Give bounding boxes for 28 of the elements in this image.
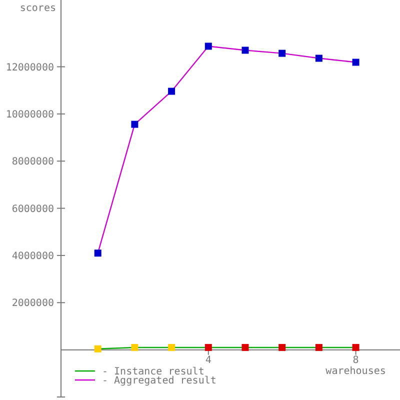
x-tick-label: 4 [205,354,212,366]
legend-label: - Instance result [102,366,204,378]
point [242,344,249,351]
y-tick-label: 8000000 [12,156,54,168]
point [94,250,102,257]
point [131,120,138,128]
y-tick-label: 12000000 [6,62,54,74]
point [94,345,102,352]
x-axis-title: warehouses [326,366,386,377]
point [131,344,138,351]
point [168,344,176,351]
point [315,344,322,351]
point [352,58,360,66]
point [278,344,286,351]
legend-label: - Aggregated result [102,376,216,386]
point [352,344,360,351]
x-tick-label: 8 [352,354,359,366]
y-tick-label: 10000000 [6,109,54,120]
y-tick-label: 4000000 [12,250,54,262]
point [204,42,212,50]
y-axis-title: scores [20,3,56,14]
y-tick-label: 6000000 [12,204,54,215]
point [315,54,322,62]
point [168,88,176,95]
y-tick-label: 2000000 [12,298,54,310]
point [242,46,249,54]
point [278,50,286,57]
point [204,344,212,351]
